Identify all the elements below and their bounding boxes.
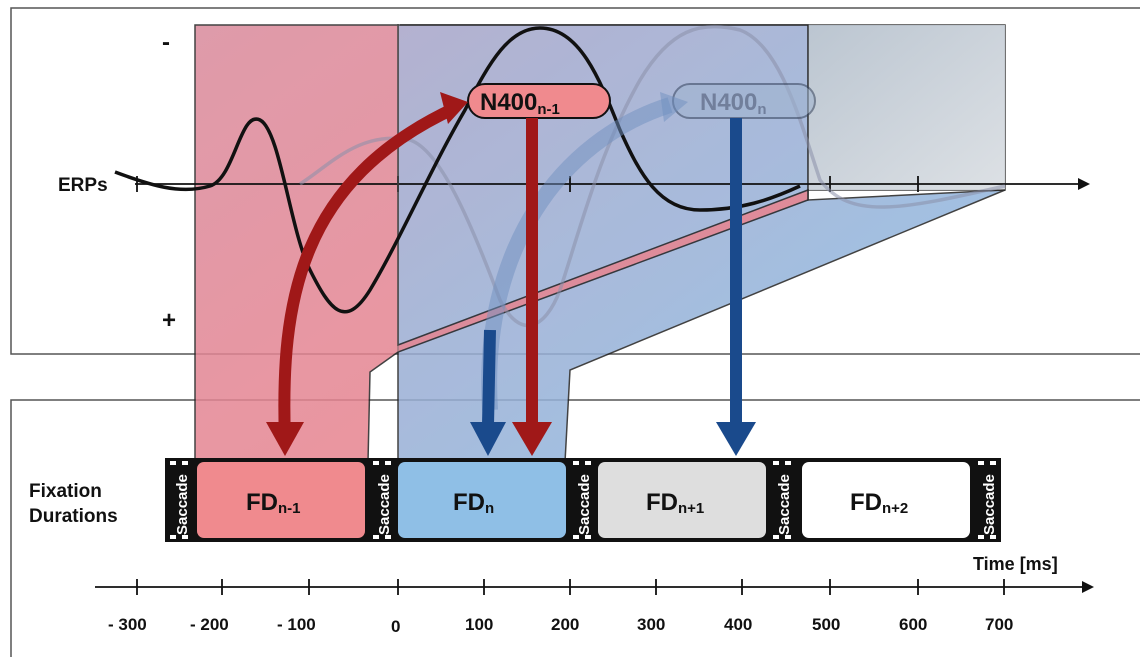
fd-label-next: FDn+1 bbox=[646, 489, 704, 517]
time-axis-arrowhead bbox=[1082, 581, 1094, 593]
tick-label: 500 bbox=[812, 615, 840, 634]
time-axis-tick-labels: - 300 - 200 - 100 0 100 200 300 400 500 … bbox=[108, 615, 1013, 636]
svg-text:N400n-1: N400n-1 bbox=[480, 89, 560, 118]
tick-label: 600 bbox=[899, 615, 927, 634]
fd-label-curr: FDn bbox=[453, 489, 494, 517]
fd-box-next2 bbox=[802, 462, 970, 538]
erp-baseline-arrowhead bbox=[1078, 178, 1090, 190]
fixation-label-line1: Fixation bbox=[29, 481, 102, 502]
tick-label: 700 bbox=[985, 615, 1013, 634]
erp-negative-sign: - bbox=[162, 29, 170, 56]
saccade-label-2: Saccade bbox=[376, 474, 393, 535]
red-curved-arrow-head-bottom bbox=[266, 422, 304, 456]
n400-prev-sub: n-1 bbox=[537, 101, 560, 118]
time-axis-label: Time [ms] bbox=[973, 554, 1058, 574]
saccade-label-4: Saccade bbox=[776, 474, 793, 535]
n400-prev-label: N400n-1 bbox=[467, 83, 611, 119]
n400-curr-main: N400 bbox=[700, 89, 757, 116]
blue-left-arrow-stem bbox=[482, 329, 496, 426]
tick-label: 400 bbox=[724, 615, 752, 634]
erp-positive-sign: + bbox=[162, 307, 176, 334]
tick-label: - 100 bbox=[277, 615, 316, 634]
fd-label-prev: FDn-1 bbox=[246, 489, 301, 517]
n400-curr-sub: n bbox=[757, 101, 766, 118]
fd-box-prev bbox=[197, 462, 365, 538]
tick-label: 0 bbox=[391, 617, 400, 636]
n400-curr-label: N400n bbox=[672, 83, 816, 119]
fd-box-curr bbox=[398, 462, 566, 538]
saccade-label-3: Saccade bbox=[576, 474, 593, 535]
blue-left-arrow-head bbox=[470, 422, 506, 456]
tick-label: - 300 bbox=[108, 615, 147, 634]
blue-down-arrow-head bbox=[716, 422, 756, 456]
grey-window-lower bbox=[808, 25, 1005, 190]
tick-label: 100 bbox=[465, 615, 493, 634]
saccade-label-5: Saccade bbox=[981, 474, 998, 535]
svg-text:N400n: N400n bbox=[700, 89, 767, 118]
blue-curved-arrow-ghost-head bbox=[660, 92, 688, 122]
n400-prev-main: N400 bbox=[480, 89, 537, 116]
red-curved-arrow bbox=[278, 102, 458, 441]
fd-box-next bbox=[598, 462, 766, 538]
fd-label-next2: FDn+2 bbox=[850, 489, 908, 517]
tick-label: - 200 bbox=[190, 615, 229, 634]
erp-waveform-ghost bbox=[299, 24, 1006, 328]
tick-label: 200 bbox=[551, 615, 579, 634]
film-holes bbox=[170, 461, 996, 539]
tick-label: 300 bbox=[637, 615, 665, 634]
fixation-label-line2: Durations bbox=[29, 506, 118, 527]
red-down-arrow-head bbox=[512, 422, 552, 456]
time-axis-ticks bbox=[136, 579, 1005, 595]
erp-label: ERPs bbox=[58, 175, 108, 196]
erp-waveform bbox=[114, 26, 801, 314]
red-curved-arrow-head-top bbox=[440, 92, 468, 124]
saccade-label-1: Saccade bbox=[174, 474, 191, 535]
